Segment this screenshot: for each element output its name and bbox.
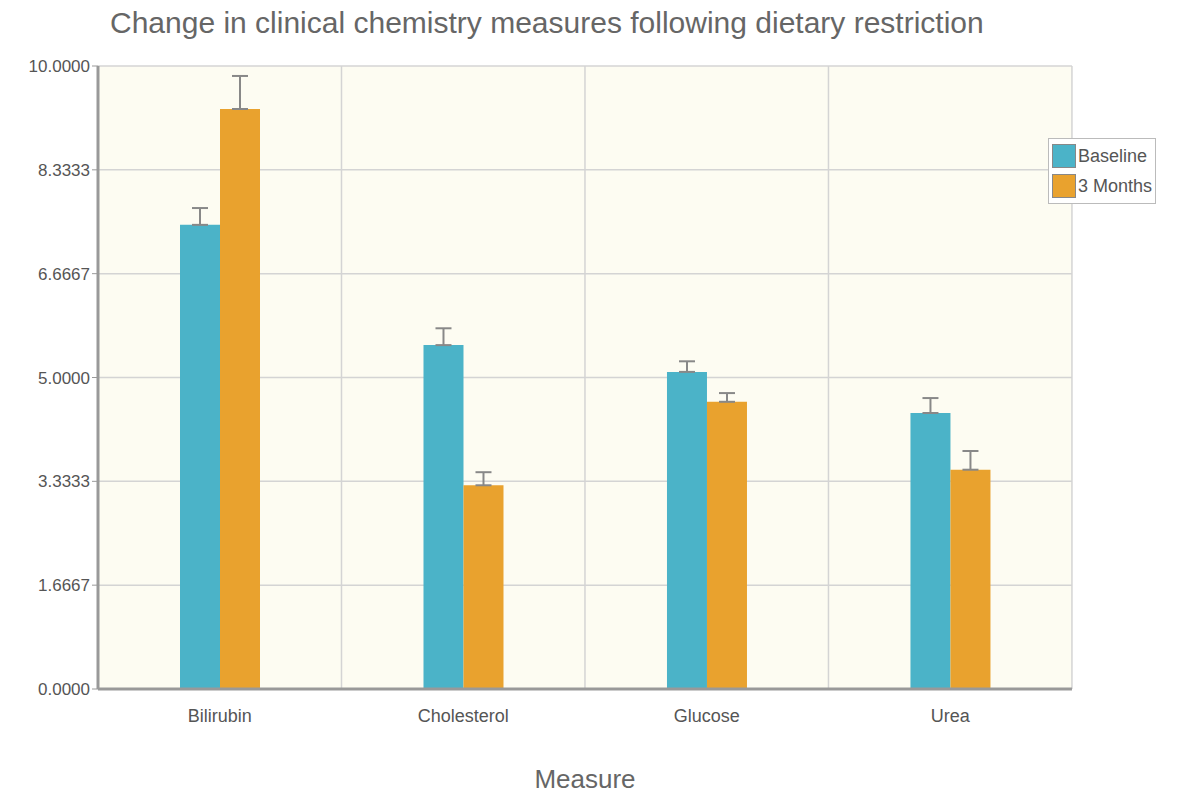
svg-text:8.3333: 8.3333 (38, 161, 90, 180)
svg-text:Urea: Urea (931, 706, 971, 726)
svg-text:Measure: Measure (534, 764, 635, 794)
html-text:3 Months: 3 Months (1078, 175, 1152, 196)
html-text:Change in clinical chemistry m: Change in clinical chemistry measures fo… (110, 6, 984, 39)
html-text:Baseline: Baseline (1078, 145, 1147, 166)
svg-text:5.0000: 5.0000 (38, 369, 90, 388)
svg-text:6.6667: 6.6667 (38, 265, 90, 284)
svg-text:1.6667: 1.6667 (38, 576, 90, 595)
svg-text:3.3333: 3.3333 (38, 472, 90, 491)
svg-text:0.0000: 0.0000 (38, 680, 90, 699)
svg-text:Cholesterol: Cholesterol (418, 706, 509, 726)
svg-text:Bilirubin: Bilirubin (188, 706, 252, 726)
svg-text:10.0000: 10.0000 (29, 57, 90, 76)
svg-text:Glucose: Glucose (674, 706, 740, 726)
